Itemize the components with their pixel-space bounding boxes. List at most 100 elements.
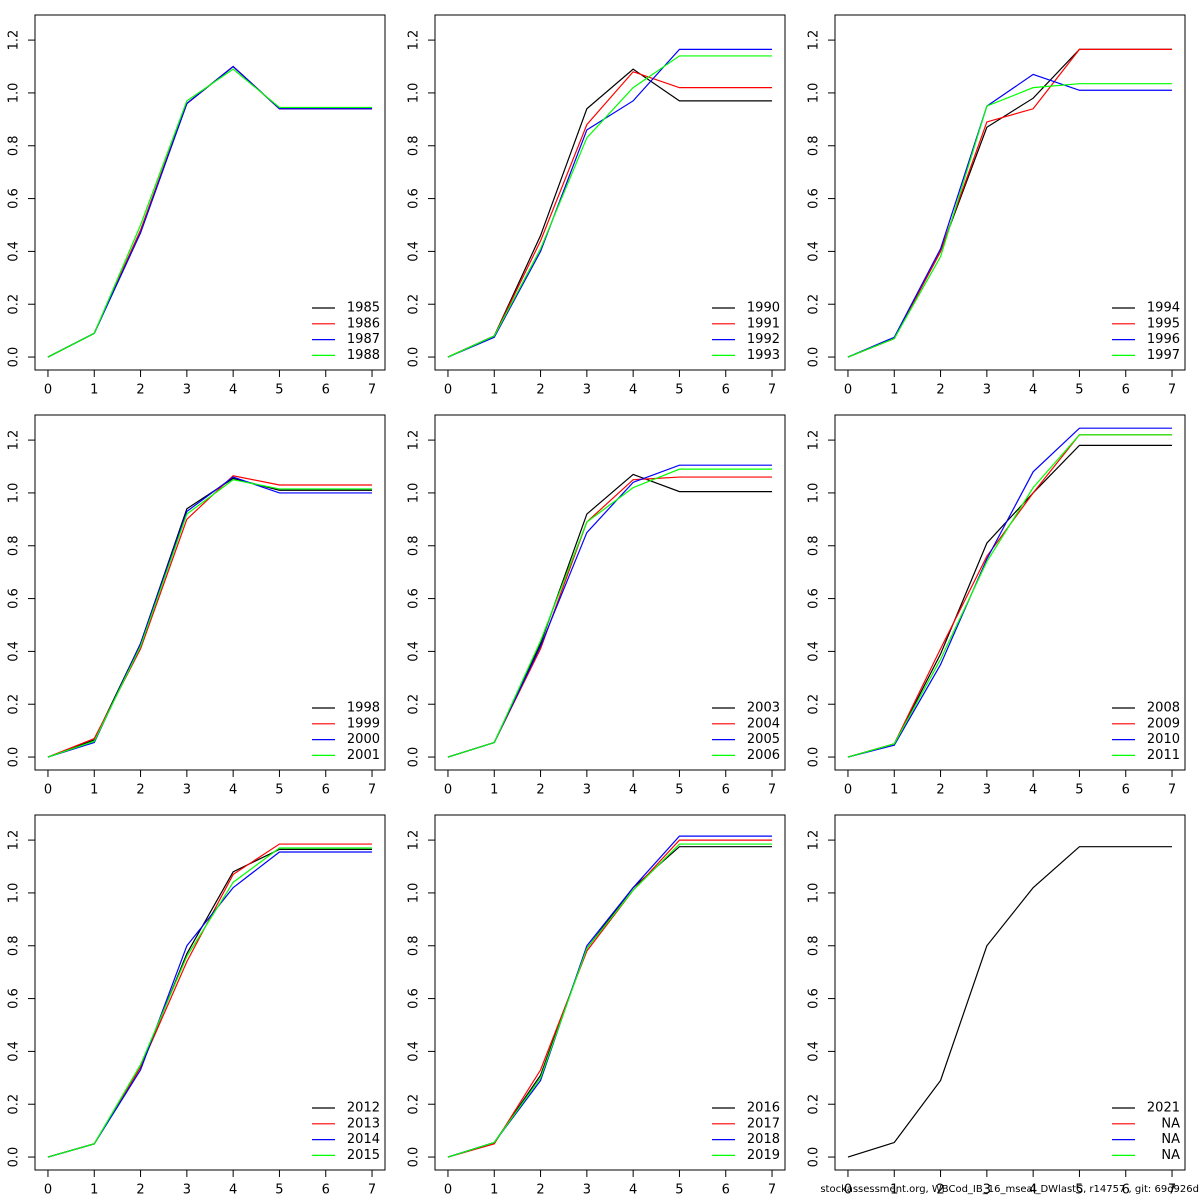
x-tick-label: 5 — [1075, 1183, 1083, 1198]
legend-label: 2004 — [747, 716, 780, 731]
legend-label: 2008 — [1147, 701, 1180, 716]
x-tick-label: 0 — [844, 783, 852, 798]
x-tick-label: 0 — [844, 383, 852, 398]
legend-label: 2012 — [347, 1101, 380, 1116]
y-tick-label: 0.0 — [7, 1147, 22, 1168]
series-line — [47, 476, 373, 758]
legend-label: 2013 — [347, 1116, 380, 1131]
plot-box — [34, 14, 386, 371]
series-line — [447, 846, 773, 1158]
legend-label: 1999 — [347, 716, 380, 731]
legend-label: 2011 — [1147, 748, 1180, 763]
y-tick-label: 0.4 — [407, 1041, 422, 1062]
legend-label: NA — [1161, 1132, 1180, 1147]
series-line — [447, 468, 773, 758]
y-tick-label: 0.4 — [7, 241, 22, 262]
x-tick-label: 7 — [1168, 1183, 1176, 1198]
legend-label: 2014 — [347, 1132, 380, 1147]
y-tick-label: 0.2 — [407, 1094, 422, 1115]
x-tick-label: 0 — [844, 1183, 852, 1198]
legend-label: 1995 — [1147, 316, 1180, 331]
y-tick-label: 0.6 — [807, 188, 822, 209]
x-tick-label: 2 — [136, 1183, 144, 1198]
x-tick-label: 2 — [936, 383, 944, 398]
x-tick-label: 4 — [1029, 383, 1037, 398]
series-line — [847, 846, 1173, 1158]
series-line — [447, 839, 773, 1158]
series-line — [447, 476, 773, 758]
y-tick-label: 0.6 — [7, 988, 22, 1009]
y-tick-label: 0.6 — [407, 988, 422, 1009]
x-tick-label: 3 — [983, 383, 991, 398]
legend-label: 1996 — [1147, 332, 1180, 347]
series-line — [447, 843, 773, 1158]
legend-label: 2009 — [1147, 716, 1180, 731]
legend-label: 2010 — [1147, 732, 1180, 747]
y-tick-label: 0.0 — [807, 1147, 822, 1168]
x-tick-label: 7 — [1168, 383, 1176, 398]
y-tick-label: 0.4 — [7, 1041, 22, 1062]
y-tick-label: 0.6 — [807, 588, 822, 609]
x-tick-label: 3 — [183, 783, 191, 798]
y-tick-label: 1.2 — [407, 430, 422, 451]
x-tick-label: 7 — [768, 1183, 776, 1198]
x-tick-label: 3 — [583, 383, 591, 398]
y-tick-label: 1.2 — [807, 830, 822, 851]
legend-label: 2006 — [747, 748, 780, 763]
legend-label: 2003 — [747, 701, 780, 716]
series-line — [847, 434, 1173, 758]
y-tick-label: 0.6 — [407, 588, 422, 609]
y-tick-label: 1.2 — [7, 830, 22, 851]
y-tick-label: 0.2 — [807, 1094, 822, 1115]
y-tick-label: 1.0 — [407, 83, 422, 104]
y-tick-label: 0.0 — [7, 347, 22, 368]
y-tick-label: 0.0 — [807, 347, 822, 368]
y-tick-label: 1.0 — [7, 483, 22, 504]
series-line — [847, 434, 1173, 758]
x-tick-label: 0 — [44, 383, 52, 398]
legend-label: 1988 — [347, 348, 380, 363]
y-tick-label: 0.6 — [7, 588, 22, 609]
x-tick-label: 1 — [490, 783, 498, 798]
x-tick-label: 6 — [1122, 783, 1130, 798]
x-tick-label: 7 — [1168, 783, 1176, 798]
y-tick-label: 0.8 — [407, 535, 422, 556]
y-tick-label: 0.4 — [807, 241, 822, 262]
y-tick-label: 0.0 — [807, 747, 822, 768]
legend-label: 1986 — [347, 316, 380, 331]
y-tick-label: 0.2 — [7, 694, 22, 715]
series-line — [847, 73, 1173, 358]
y-tick-label: 1.0 — [7, 83, 22, 104]
legend-label: 2018 — [747, 1132, 780, 1147]
x-tick-label: 4 — [629, 783, 637, 798]
y-tick-label: 1.0 — [807, 483, 822, 504]
y-tick-label: 0.0 — [7, 747, 22, 768]
series-line — [47, 479, 373, 758]
y-tick-label: 0.4 — [7, 641, 22, 662]
series-line — [847, 444, 1173, 758]
y-tick-label: 1.0 — [407, 883, 422, 904]
x-tick-label: 6 — [1122, 1183, 1130, 1198]
x-tick-label: 6 — [1122, 383, 1130, 398]
x-tick-label: 1 — [90, 783, 98, 798]
x-tick-label: 3 — [183, 383, 191, 398]
x-tick-label: 0 — [444, 383, 452, 398]
x-tick-label: 5 — [1075, 383, 1083, 398]
plot-box — [834, 814, 1186, 1171]
y-tick-label: 1.2 — [807, 30, 822, 51]
x-tick-label: 6 — [722, 783, 730, 798]
x-tick-label: 4 — [1029, 1183, 1037, 1198]
legend-label: 1985 — [347, 301, 380, 316]
x-tick-label: 6 — [322, 1183, 330, 1198]
series-line — [47, 847, 373, 1158]
series-line — [447, 48, 773, 358]
y-tick-label: 0.6 — [407, 188, 422, 209]
x-tick-label: 6 — [722, 383, 730, 398]
x-tick-label: 0 — [444, 1183, 452, 1198]
y-tick-label: 1.2 — [7, 30, 22, 51]
legend-label: 2005 — [747, 732, 780, 747]
footer: stockassessment.org, WBCod_IB_16_mseal_D… — [820, 1184, 1199, 1195]
legend-label: NA — [1161, 1116, 1180, 1131]
y-tick-label: 0.2 — [807, 294, 822, 315]
